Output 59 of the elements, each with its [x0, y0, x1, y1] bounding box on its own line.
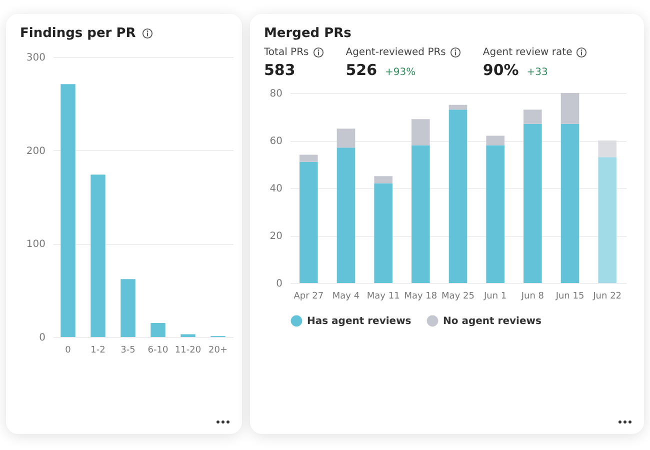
x-tick-label: 11-20: [174, 346, 202, 356]
bar: [336, 148, 356, 283]
bar: [448, 110, 468, 283]
text: 526: [346, 61, 378, 79]
bar: [336, 128, 356, 148]
bar: [412, 145, 430, 283]
y-tick-label: 300: [26, 52, 46, 64]
chart-title: Findings per PR: [20, 26, 136, 41]
x-tick-label: May 18: [404, 292, 438, 302]
bar: [300, 154, 318, 162]
legend-label: Has agent reviews: [307, 316, 412, 327]
text: 90%: [482, 61, 519, 79]
bar: [300, 162, 318, 283]
y-tick-label: 40: [270, 184, 282, 194]
text: Agent review rate: [482, 47, 572, 58]
bar: [374, 183, 392, 283]
x-tick-label: Jun 22: [592, 292, 622, 302]
bar: [486, 145, 504, 283]
text: Agent-reviewed PRs: [346, 47, 446, 58]
x-tick-label: May 25: [442, 292, 474, 302]
y-tick-label: 60: [270, 136, 282, 147]
text: +33: [526, 67, 548, 78]
bar: [560, 124, 580, 283]
text: 583: [264, 61, 296, 79]
x-tick-label: 0: [65, 346, 72, 356]
bar: [486, 136, 504, 146]
x-tick-label: Jun 15: [554, 292, 584, 302]
y-tick-label: 100: [26, 239, 46, 250]
bar: [150, 323, 166, 337]
y-tick-label: 0: [39, 332, 46, 344]
bar: [524, 110, 542, 124]
bar: [90, 174, 106, 337]
bar: [180, 334, 196, 337]
bar: [560, 93, 580, 124]
bar: [374, 176, 392, 184]
x-tick-label: 6-10: [148, 346, 168, 356]
bar: [412, 119, 430, 146]
chart-title: Merged PRs: [264, 26, 352, 41]
bar: [598, 140, 616, 158]
x-tick-label: Jun 8: [520, 292, 544, 302]
x-tick-label: May 11: [366, 292, 400, 302]
text: +93%: [385, 67, 416, 78]
x-tick-label: Apr 27: [294, 292, 324, 302]
x-tick-label: 20+: [208, 346, 228, 356]
text: Total PRs: [264, 47, 309, 58]
y-tick-label: 80: [270, 88, 282, 100]
x-tick-label: May 4: [332, 292, 360, 302]
y-tick-label: 200: [26, 146, 46, 157]
bar: [448, 104, 468, 110]
x-tick-label: 3-5: [120, 346, 136, 356]
bar: [598, 157, 616, 283]
bar: [60, 84, 76, 337]
legend-label: No agent reviews: [443, 316, 542, 327]
bar: [120, 279, 136, 337]
x-tick-label: 1-2: [90, 346, 106, 356]
x-tick-label: Jun 1: [483, 292, 507, 302]
y-tick-label: 20: [270, 231, 282, 242]
bar: [524, 124, 542, 283]
y-tick-label: 0: [276, 278, 282, 290]
